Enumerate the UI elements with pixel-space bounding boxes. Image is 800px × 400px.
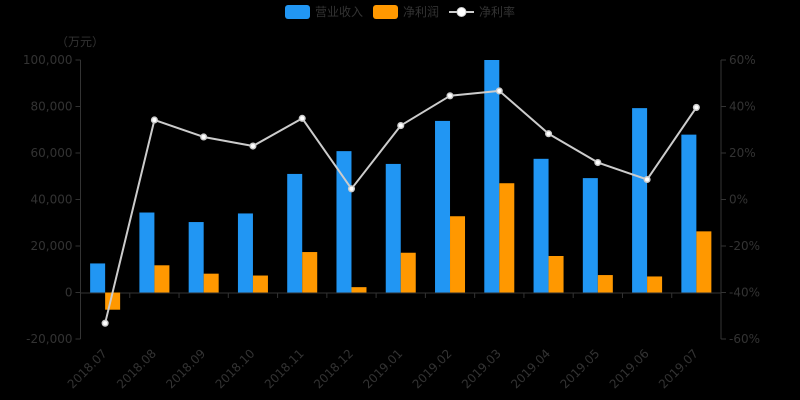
net-margin-point-2019.02[interactable] bbox=[446, 92, 454, 100]
left-axis-tick-label: 40,000 bbox=[31, 193, 73, 207]
x-axis-category-label: 2018.11 bbox=[262, 346, 307, 391]
x-axis-category-label: 2019.06 bbox=[607, 346, 652, 391]
left-axis-tick-label: 100,000 bbox=[23, 53, 73, 67]
revenue-bar-2019.04[interactable] bbox=[533, 158, 549, 293]
legend-item-net-profit[interactable]: 净利润 bbox=[372, 5, 439, 19]
right-axis-tick-label: 60% bbox=[729, 53, 756, 67]
right-axis-tick-label: 20% bbox=[729, 146, 756, 160]
revenue-bar-2019.02[interactable] bbox=[435, 120, 451, 293]
revenue-legend-label: 营业收入 bbox=[314, 5, 363, 19]
right-axis-tick-label: -20% bbox=[729, 239, 760, 253]
right-axis-tick-label: 0% bbox=[729, 193, 748, 207]
right-axis-tick-label: -40% bbox=[729, 286, 760, 300]
x-axis-category-label: 2019.07 bbox=[656, 346, 701, 391]
revenue-bar-2018.10[interactable] bbox=[237, 213, 253, 293]
x-axis-category-label: 2018.07 bbox=[65, 346, 110, 391]
net-margin-point-2019.06[interactable] bbox=[643, 175, 651, 184]
net-margin-legend-label: 净利率 bbox=[479, 5, 516, 19]
legend-item-net-margin[interactable]: 净利率 bbox=[449, 5, 515, 19]
net-margin-point-2018.12[interactable] bbox=[347, 185, 356, 193]
left-axis-unit-label: （万元） bbox=[55, 35, 104, 49]
net-profit-bar-2018.10[interactable] bbox=[252, 275, 268, 293]
x-axis-category-label: 2018.12 bbox=[311, 346, 356, 391]
net-margin-point-2019.04[interactable] bbox=[545, 130, 553, 138]
x-axis-category-label: 2018.10 bbox=[213, 346, 258, 391]
left-axis-tick-label: 60,000 bbox=[31, 146, 73, 160]
revenue-bar-2019.03[interactable] bbox=[484, 60, 500, 293]
net-margin-point-2019.07[interactable] bbox=[692, 103, 700, 111]
net-profit-bar-2018.12[interactable] bbox=[351, 287, 367, 293]
net-margin-point-2018.09[interactable] bbox=[200, 133, 208, 141]
net-profit-bar-2018.11[interactable] bbox=[302, 252, 318, 293]
net-margin-point-2019.05[interactable] bbox=[594, 158, 602, 167]
right-axis-tick-label: 40% bbox=[729, 100, 756, 114]
x-axis-category-label: 2019.03 bbox=[459, 346, 504, 391]
left-axis-tick-label: 0 bbox=[65, 286, 73, 300]
net-margin-point-2018.10[interactable] bbox=[249, 142, 257, 150]
net-margin-point-2019.01[interactable] bbox=[397, 122, 405, 130]
revenue-bar-2019.05[interactable] bbox=[582, 178, 598, 293]
x-axis-category-label: 2019.04 bbox=[508, 346, 553, 391]
x-axis-category-label: 2019.05 bbox=[557, 346, 602, 391]
net-margin-point-2018.11[interactable] bbox=[298, 114, 306, 122]
x-axis-category-label: 2019.02 bbox=[410, 346, 455, 391]
net-margin-legend-line-icon bbox=[449, 7, 474, 17]
net-profit-bar-2018.09[interactable] bbox=[203, 273, 219, 293]
revenue-bar-2019.06[interactable] bbox=[632, 108, 648, 293]
left-axis-tick-label: -20,000 bbox=[26, 332, 72, 346]
legend: 营业收入 净利润 净利率 bbox=[0, 5, 800, 19]
net-margin-point-2019.03[interactable] bbox=[495, 87, 503, 95]
right-axis-tick-label: -60% bbox=[729, 332, 760, 346]
net-margin-point-2018.08[interactable] bbox=[150, 116, 158, 124]
net-profit-bar-2019.01[interactable] bbox=[400, 252, 416, 293]
revenue-bar-2019.07[interactable] bbox=[681, 134, 697, 293]
revenue-bar-2018.09[interactable] bbox=[188, 222, 204, 293]
x-axis-category-label: 2019.01 bbox=[360, 346, 405, 391]
x-axis-category-label: 2018.08 bbox=[114, 346, 159, 391]
net-profit-bar-2018.08[interactable] bbox=[154, 265, 170, 293]
net-profit-bar-2019.04[interactable] bbox=[548, 255, 564, 293]
x-axis-category-label: 2018.09 bbox=[163, 346, 208, 391]
net-profit-bar-2019.05[interactable] bbox=[597, 275, 613, 293]
revenue-bar-2018.12[interactable] bbox=[336, 151, 352, 293]
revenue-bar-2018.08[interactable] bbox=[139, 212, 155, 293]
net-profit-bar-2019.06[interactable] bbox=[647, 276, 663, 293]
net-profit-bar-2019.03[interactable] bbox=[499, 183, 515, 293]
revenue-legend-swatch bbox=[284, 5, 310, 19]
legend-item-revenue[interactable]: 营业收入 bbox=[284, 5, 363, 19]
revenue-bar-2019.01[interactable] bbox=[385, 163, 401, 293]
revenue-bar-2018.07[interactable] bbox=[90, 263, 106, 293]
revenue-bar-2018.11[interactable] bbox=[287, 173, 303, 293]
left-axis-tick-label: 80,000 bbox=[31, 100, 73, 114]
net-profit-bar-2019.07[interactable] bbox=[696, 231, 712, 293]
net-profit-legend-label: 净利润 bbox=[402, 5, 439, 19]
net-margin-point-2018.07[interactable] bbox=[101, 319, 109, 327]
net-profit-bar-2019.02[interactable] bbox=[450, 216, 466, 293]
left-axis-tick-label: 20,000 bbox=[31, 239, 73, 253]
net-profit-legend-swatch bbox=[372, 5, 398, 19]
